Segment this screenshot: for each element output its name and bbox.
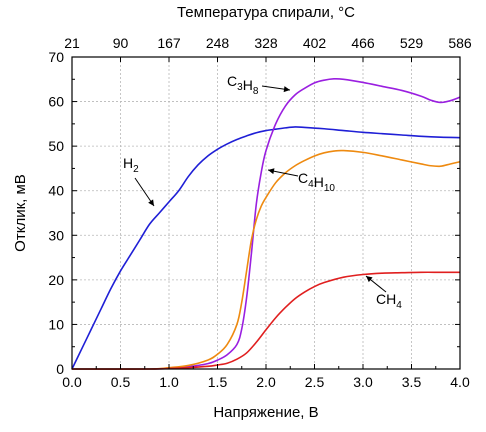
- series-line-c4h10: [71, 149, 461, 370]
- y-tick-label: 0: [56, 361, 64, 377]
- x-tick-label: 3.0: [353, 374, 373, 390]
- y-tick-label: 60: [48, 94, 64, 110]
- series-line-c3h8: [71, 77, 461, 370]
- y-tick-label: 40: [48, 183, 64, 199]
- x-axis-title: Напряжение, В: [213, 404, 318, 421]
- series-lines: [71, 77, 461, 370]
- series-line-h2: [71, 126, 461, 370]
- axis-ticks: 0.0 0.5 1.0 1.5 2.0 2.5 3.0 3.5 4.0 21 90 167 248 328…: [48, 35, 471, 390]
- x-tick-label: 1.5: [208, 374, 228, 390]
- arrow-head-h2: [148, 199, 154, 206]
- grid-lines: [72, 57, 460, 369]
- y-tick-label: 20: [48, 272, 64, 288]
- series-label-h2: H2: [123, 155, 139, 175]
- y-axis-title: Отклик, мВ: [12, 174, 29, 252]
- y-tick-label: 70: [48, 49, 64, 65]
- x-tick-label: 0.5: [111, 374, 131, 390]
- top-tick-label: 328: [254, 35, 278, 51]
- series-label-ch4: CH4: [376, 291, 402, 311]
- series-label-c4h10: C4H10: [298, 170, 335, 194]
- x-tick-label: 2.5: [305, 374, 325, 390]
- top-tick-label: 402: [303, 35, 327, 51]
- top-tick-label: 21: [64, 35, 80, 51]
- x-tick-label: 1.0: [159, 374, 179, 390]
- y-tick-label: 10: [48, 316, 64, 332]
- top-tick-label: 90: [113, 35, 129, 51]
- series-line-ch4: [71, 271, 460, 370]
- top-tick-label: 466: [351, 35, 375, 51]
- arrow-head-ch4: [366, 276, 373, 283]
- x-tick-label: 0.0: [62, 374, 82, 390]
- top-tick-label: 529: [400, 35, 424, 51]
- series-labels: H2 C3H8 C4H10 CH4: [123, 73, 402, 311]
- arrow-head-c3h8: [283, 86, 290, 93]
- x-tick-label: 4.0: [450, 374, 470, 390]
- top-tick-label: 586: [448, 35, 472, 51]
- top-tick-label: 248: [206, 35, 230, 51]
- y-tick-label: 50: [48, 138, 64, 154]
- y-tick-label: 30: [48, 227, 64, 243]
- top-axis-title: Температура спирали, °С: [177, 4, 355, 21]
- x-tick-label: 3.5: [402, 374, 422, 390]
- x-tick-label: 2.0: [256, 374, 276, 390]
- top-tick-label: 167: [157, 35, 181, 51]
- series-label-c3h8: C3H8: [227, 73, 259, 97]
- arrow-head-c4h10: [268, 168, 275, 175]
